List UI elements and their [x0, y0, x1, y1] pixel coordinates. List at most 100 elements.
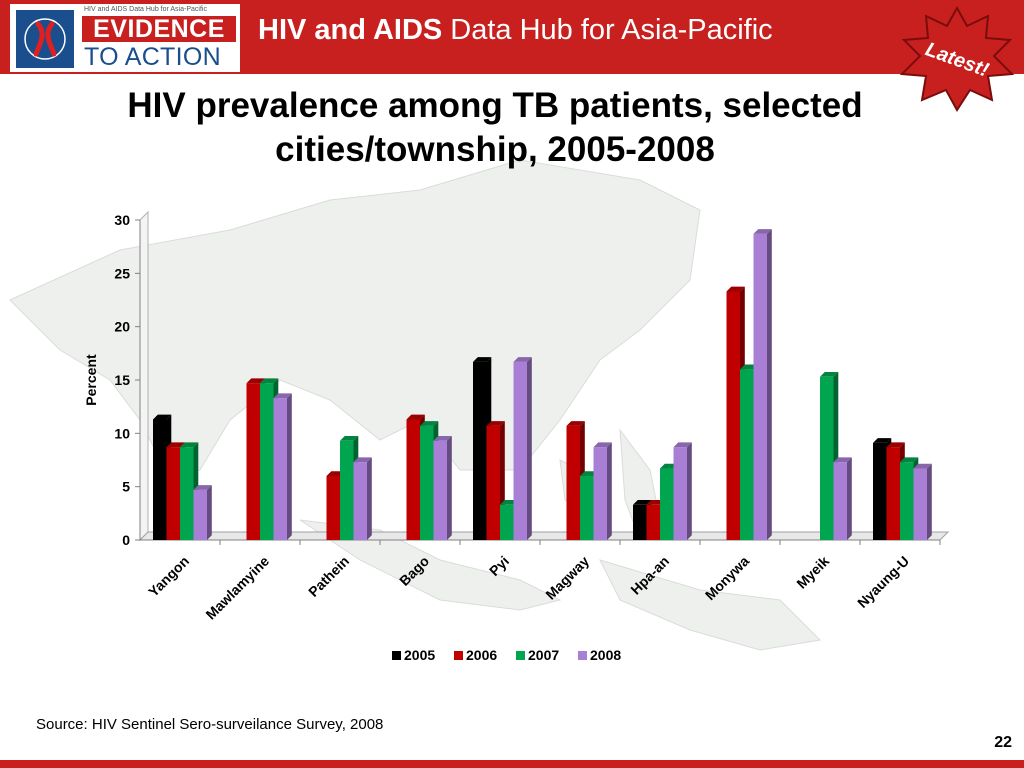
bar-top [260, 378, 279, 384]
y-tick-label: 25 [114, 265, 130, 281]
bar-2006-Bago [406, 419, 420, 540]
bar-2007-Monywa [740, 369, 754, 540]
un-emblem-icon [16, 10, 74, 68]
logo-evidence-text: EVIDENCE [82, 16, 236, 42]
bar-top [833, 457, 852, 463]
bar-top [886, 442, 905, 448]
bar-top [900, 457, 919, 463]
legend-label: 2007 [528, 647, 559, 663]
x-tick-label: Hpa-an [627, 553, 672, 598]
bar-top [873, 438, 892, 443]
bar-side [207, 485, 212, 540]
bar-2008-Pyi [513, 361, 527, 540]
legend-label: 2006 [466, 647, 497, 663]
bar-2006-Nyaung-U [886, 447, 900, 540]
y-axis-label: Percent [83, 354, 99, 406]
header-bar: HIV and AIDS Data Hub for Asia-Pacific E… [0, 0, 1024, 74]
bar-2005-Hpa-an [633, 504, 647, 540]
bar-2007-Pathein [340, 440, 354, 540]
bar-2005-Yangon [153, 419, 167, 540]
y-tick-label: 0 [122, 532, 130, 548]
bar-2007-Yangon [180, 447, 194, 540]
bar-2006-Monywa [726, 291, 740, 540]
bar-side [447, 436, 452, 540]
y-tick-label: 15 [114, 372, 130, 388]
x-tick-label: Nyaung-U [854, 553, 912, 611]
bar-2006-Mawlamyine [246, 383, 260, 540]
bar-2007-Hpa-an [660, 468, 674, 540]
bar-side [367, 457, 372, 540]
bar-side [847, 457, 852, 540]
bar-2008-Magway [593, 447, 607, 540]
bar-side [767, 229, 772, 541]
bar-2007-Bago [420, 425, 434, 540]
bar-side [527, 357, 532, 540]
x-tick-label: Magway [542, 553, 592, 603]
header-title-bold: HIV and AIDS [258, 14, 443, 46]
slide-title: HIV prevalence among TB patients, select… [127, 86, 863, 169]
bar-2008-Yangon [193, 489, 207, 540]
x-tick-label: Myeik [793, 553, 832, 592]
bar-top [246, 378, 265, 384]
bar-2007-Mawlamyine [260, 383, 274, 540]
bar-2007-Pyi [500, 504, 514, 540]
x-tick-label: Bago [396, 553, 432, 589]
legend-label: 2008 [590, 647, 621, 663]
latest-badge: Latest! [899, 5, 1015, 112]
bar-top [273, 393, 292, 399]
bar-2008-Myeik [833, 462, 847, 540]
legend-label: 2005 [404, 647, 435, 663]
bar-side [287, 393, 292, 540]
bar-2006-Magway [566, 425, 580, 540]
y-tick-label: 20 [114, 319, 130, 335]
bar-2005-Nyaung-U [873, 442, 887, 540]
bar-2005-Pyi [473, 361, 487, 540]
bar-top [753, 229, 772, 234]
header-title: HIV and AIDS Data Hub for Asia-Pacific [258, 14, 773, 47]
bar-top [913, 463, 932, 469]
bar-top [153, 414, 172, 420]
bar-side [607, 442, 612, 540]
logo-action-text: TO ACTION [84, 43, 221, 71]
legend-swatch-2005 [392, 651, 401, 660]
source-note: Source: HIV Sentinel Sero-surveilance Su… [36, 716, 384, 733]
bar-top [433, 436, 452, 441]
bar-top [726, 286, 745, 292]
x-tick-label: Pathein [305, 553, 352, 600]
bar-top [180, 442, 199, 448]
y-tick-label: 30 [114, 212, 130, 228]
bar-top [473, 357, 492, 362]
bar-2008-Nyaung-U [913, 468, 927, 540]
bar-top [406, 414, 425, 420]
x-tick-label: Mawlamyine [202, 553, 272, 623]
bar-top [566, 421, 585, 426]
bar-top [593, 442, 612, 448]
bar-top [513, 357, 532, 362]
bar-2006-Hpa-an [646, 504, 660, 540]
bar-2008-Hpa-an [673, 447, 687, 540]
bar-top [193, 485, 212, 490]
bar-top [820, 372, 839, 377]
x-tick-label: Pyi [486, 553, 512, 579]
bar-top [166, 442, 185, 448]
bar-2006-Pathein [326, 476, 340, 540]
bar-2006-Yangon [166, 447, 180, 540]
bar-top [340, 436, 359, 441]
chart-side-wall [139, 210, 149, 542]
bar-chart: 0 5 10 15 20 25 30 Percent Yangon Mawlamyine Pathe… [83, 210, 950, 663]
legend-swatch-2007 [516, 651, 525, 660]
bar-side [687, 442, 692, 540]
header-title-rest: Data Hub for Asia-Pacific [442, 14, 773, 46]
legend-swatch-2008 [578, 651, 587, 660]
x-tick-label: Monywa [702, 553, 753, 604]
y-tick-label: 10 [114, 425, 130, 441]
bar-2008-Monywa [753, 233, 767, 540]
bar-top [633, 500, 652, 505]
bar-top [673, 442, 692, 448]
bar-top [353, 457, 372, 463]
footer-bar [0, 760, 1024, 768]
bar-2008-Pathein [353, 462, 367, 540]
bar-top [486, 421, 505, 426]
x-tick-label: Yangon [145, 553, 192, 600]
logo-subtitle: HIV and AIDS Data Hub for Asia-Pacific [84, 6, 207, 13]
